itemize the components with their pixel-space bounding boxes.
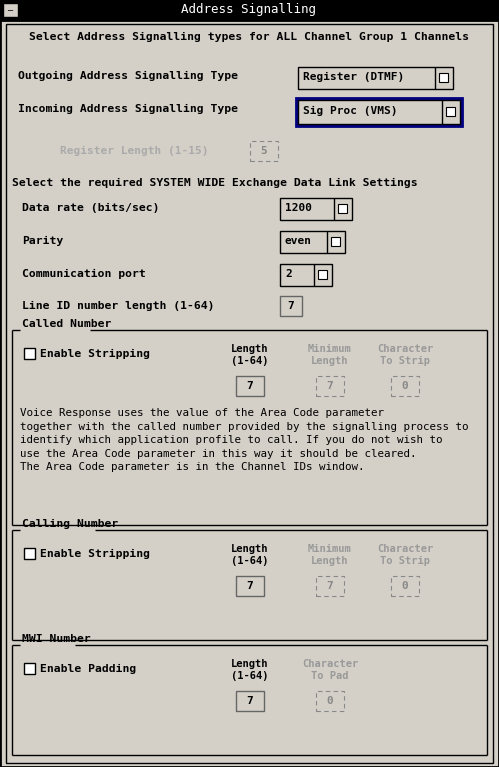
Text: Line ID number length (1-64): Line ID number length (1-64) bbox=[22, 301, 215, 311]
Text: 0: 0 bbox=[402, 581, 408, 591]
Text: Data rate (bits/sec): Data rate (bits/sec) bbox=[22, 203, 160, 213]
Text: Register (DTMF): Register (DTMF) bbox=[303, 72, 404, 82]
Bar bbox=[316, 691, 344, 711]
Bar bbox=[391, 576, 419, 596]
Text: Character
To Strip: Character To Strip bbox=[377, 344, 433, 367]
Text: Called Number: Called Number bbox=[22, 319, 111, 329]
Text: 0: 0 bbox=[402, 381, 408, 391]
Text: ─: ─ bbox=[7, 5, 12, 15]
Text: 7: 7 bbox=[247, 581, 253, 591]
Text: Select Address Signalling types for ALL Channel Group 1 Channels: Select Address Signalling types for ALL … bbox=[29, 32, 469, 42]
Bar bbox=[0, 0, 499, 20]
Bar bbox=[3, 3, 18, 17]
Text: Enable Stripping: Enable Stripping bbox=[40, 349, 150, 359]
Bar bbox=[316, 576, 344, 596]
Bar bbox=[236, 576, 264, 596]
Text: Minimum
Length: Minimum Length bbox=[308, 544, 352, 566]
Text: Outgoing Address Signalling Type: Outgoing Address Signalling Type bbox=[18, 71, 238, 81]
Text: 7: 7 bbox=[247, 696, 253, 706]
Bar bbox=[280, 198, 352, 220]
Bar bbox=[338, 204, 347, 213]
Text: Enable Stripping: Enable Stripping bbox=[40, 549, 150, 559]
Text: 7: 7 bbox=[327, 581, 333, 591]
Text: Sig Proc (VMS): Sig Proc (VMS) bbox=[303, 106, 398, 116]
Bar bbox=[298, 67, 453, 89]
Bar bbox=[298, 100, 460, 124]
Bar bbox=[331, 237, 340, 246]
Bar bbox=[280, 231, 345, 253]
Bar bbox=[236, 376, 264, 396]
Text: 0: 0 bbox=[327, 696, 333, 706]
Text: Length
(1-64): Length (1-64) bbox=[231, 544, 269, 566]
Bar bbox=[24, 548, 35, 559]
Text: even: even bbox=[285, 236, 312, 246]
Bar bbox=[296, 98, 462, 126]
Text: Minimum
Length: Minimum Length bbox=[308, 344, 352, 367]
Text: Length
(1-64): Length (1-64) bbox=[231, 344, 269, 367]
Bar bbox=[280, 264, 332, 286]
Text: Enable Padding: Enable Padding bbox=[40, 664, 136, 674]
Text: 2: 2 bbox=[285, 269, 292, 279]
Text: Communication port: Communication port bbox=[22, 269, 146, 279]
Bar bbox=[24, 663, 35, 674]
Text: Parity: Parity bbox=[22, 236, 63, 246]
Bar bbox=[236, 691, 264, 711]
Text: Character
To Pad: Character To Pad bbox=[302, 659, 358, 681]
Bar bbox=[391, 376, 419, 396]
Bar bbox=[24, 348, 35, 359]
Bar bbox=[439, 73, 448, 82]
Bar bbox=[280, 296, 302, 316]
Text: Address Signalling: Address Signalling bbox=[182, 4, 316, 17]
Text: 7: 7 bbox=[247, 381, 253, 391]
Text: Register Length (1-15): Register Length (1-15) bbox=[60, 146, 209, 156]
Bar bbox=[318, 270, 327, 279]
Text: 7: 7 bbox=[327, 381, 333, 391]
Text: Character
To Strip: Character To Strip bbox=[377, 544, 433, 567]
Text: MWI Number: MWI Number bbox=[22, 634, 91, 644]
Text: 7: 7 bbox=[287, 301, 294, 311]
Text: Calling Number: Calling Number bbox=[22, 519, 118, 529]
Bar bbox=[316, 376, 344, 396]
Text: Incoming Address Signalling Type: Incoming Address Signalling Type bbox=[18, 104, 238, 114]
Text: Select the required SYSTEM WIDE Exchange Data Link Settings: Select the required SYSTEM WIDE Exchange… bbox=[12, 178, 418, 188]
Text: 5: 5 bbox=[260, 146, 267, 156]
Text: Voice Response uses the value of the Area Code parameter
together with the calle: Voice Response uses the value of the Are… bbox=[20, 408, 469, 472]
Text: Length
(1-64): Length (1-64) bbox=[231, 659, 269, 681]
Text: 1200: 1200 bbox=[285, 203, 312, 213]
Bar bbox=[250, 141, 278, 161]
Bar bbox=[446, 107, 455, 116]
